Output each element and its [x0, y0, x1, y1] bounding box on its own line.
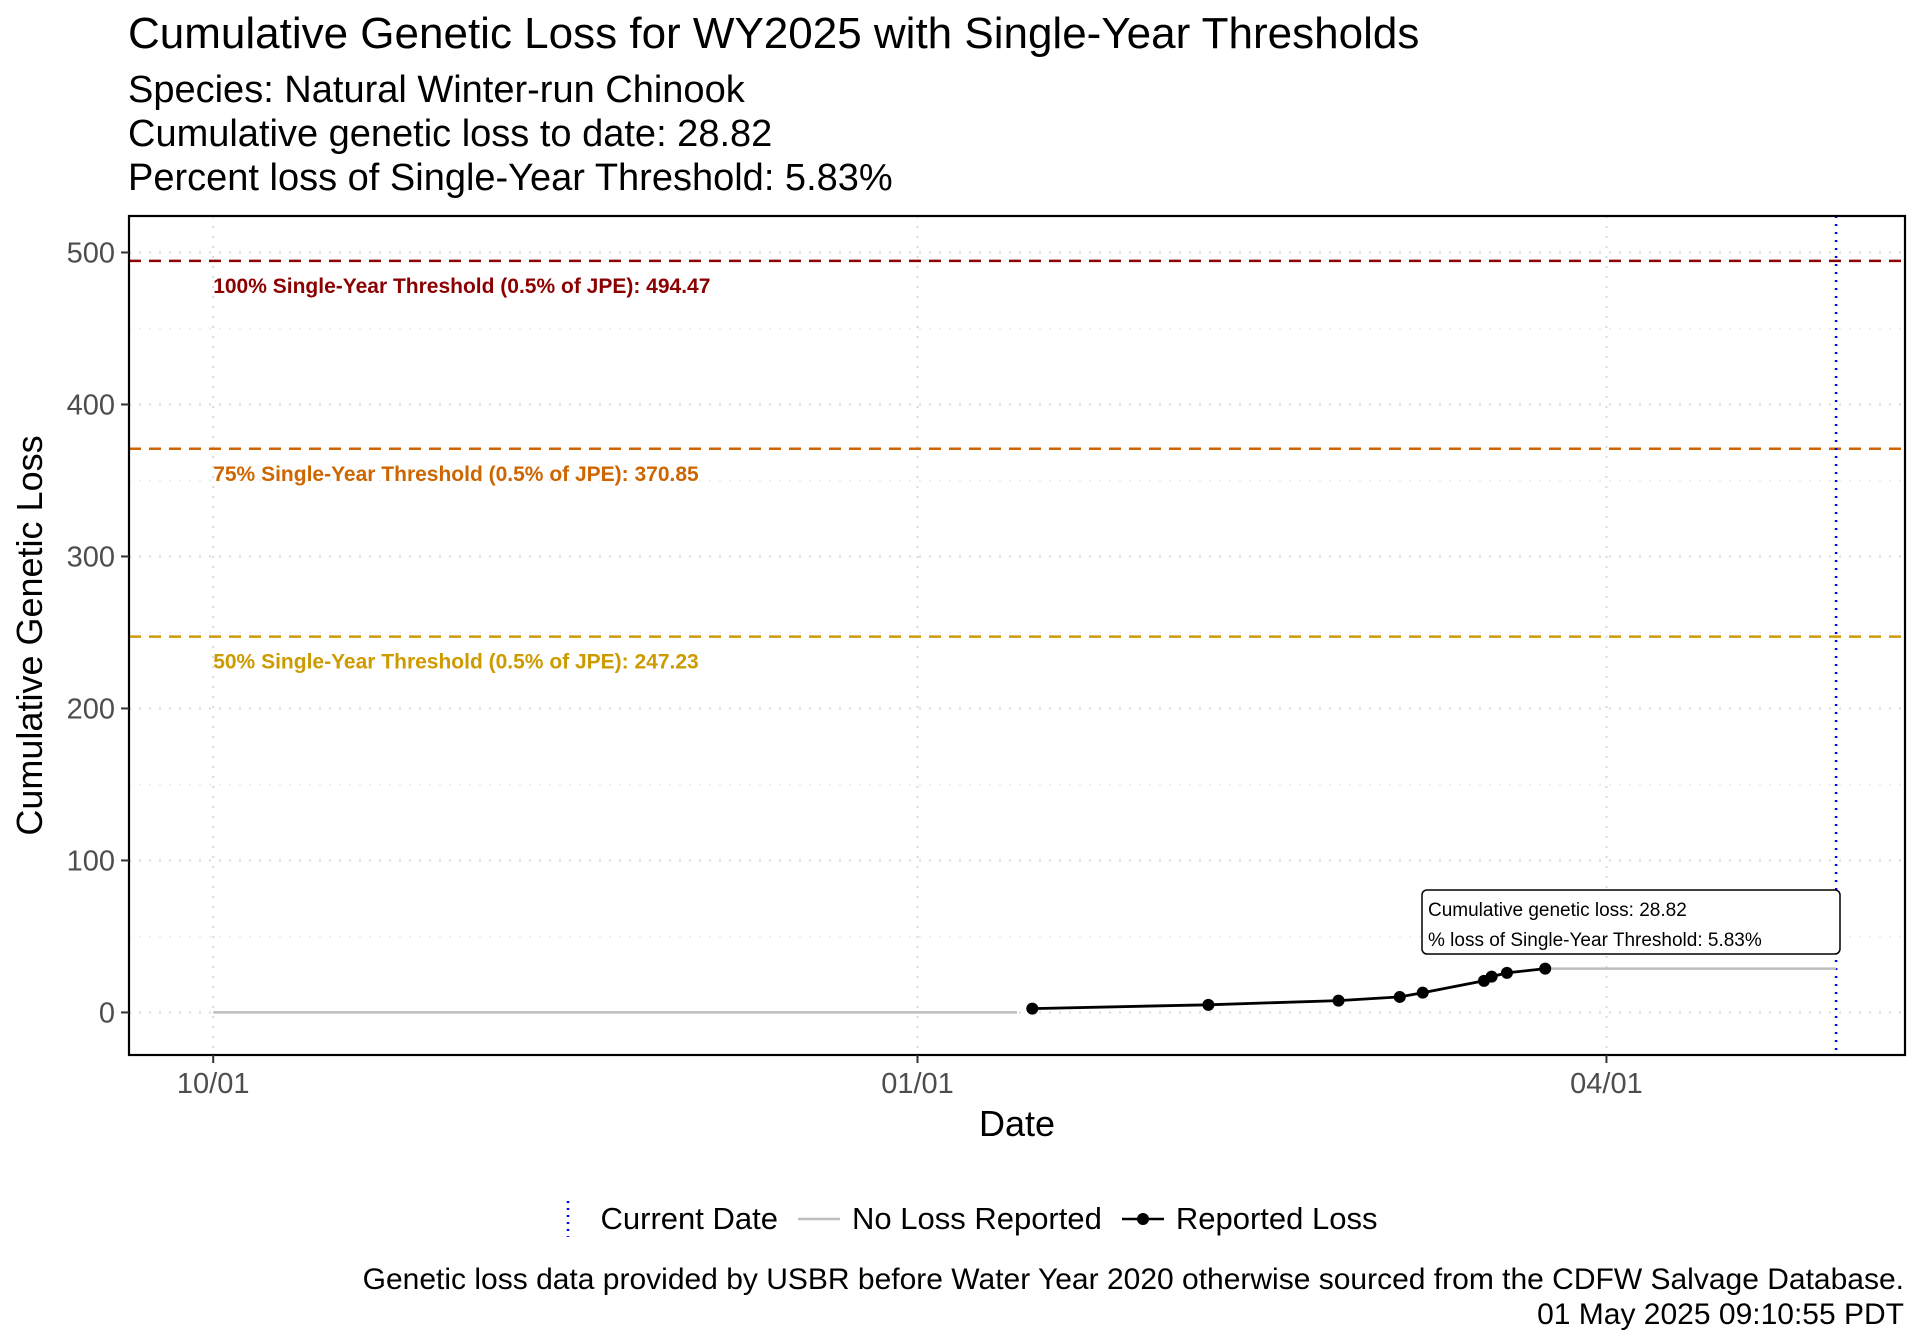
reported-loss-point [1416, 986, 1429, 999]
threshold-lines: 100% Single-Year Threshold (0.5% of JPE)… [129, 216, 1905, 1055]
reported-loss-point [1539, 962, 1552, 975]
subtitle-species: Species: Natural Winter-run Chinook [128, 69, 745, 111]
subtitle-cumulative-loss: Cumulative genetic loss to date: 28.82 [128, 113, 773, 155]
legend-item-current-date: Current Date [543, 1199, 778, 1239]
reported-loss-point [1485, 970, 1498, 983]
reported-loss-line [1032, 967, 1546, 1010]
caption-source: Genetic loss data provided by USBR befor… [362, 1263, 1904, 1296]
caption-timestamp: 01 May 2025 09:10:55 PDT [1537, 1298, 1904, 1331]
chart-title: Cumulative Genetic Loss for WY2025 with … [128, 9, 1420, 58]
chart-area: 100% Single-Year Threshold (0.5% of JPE)… [9, 214, 1907, 1144]
legend-item-no-loss: No Loss Reported [794, 1199, 1102, 1239]
x-tick-label: 01/01 [881, 1068, 954, 1100]
legend-key-reported-loss [1121, 1213, 1164, 1225]
legend-key-no-loss [797, 1217, 840, 1221]
y-tick-label: 0 [99, 997, 115, 1029]
reported-loss-point [1393, 990, 1406, 1003]
loss-annotation: Cumulative genetic loss: 28.82 % loss of … [1421, 889, 1841, 955]
annotation-line-2: % loss of Single-Year Threshold: 5.83% [1428, 930, 1762, 951]
y-axis-title: Cumulative Genetic Loss [9, 435, 50, 835]
annotation-box [1421, 889, 1841, 955]
legend-item-reported-loss: Reported Loss [1118, 1199, 1378, 1239]
series-lines [213, 967, 1837, 1014]
annotation-line-1: Cumulative genetic loss: 28.82 [1428, 900, 1687, 921]
legend: Current Date No Loss Reported Reported L… [0, 1194, 1920, 1244]
y-tick-label: 500 [67, 237, 115, 269]
subtitle-percent-loss: Percent loss of Single-Year Threshold: 5… [128, 157, 893, 199]
panel-border [127, 214, 1907, 1057]
y-tick-label: 100 [67, 845, 115, 877]
x-axis-title: Date [979, 1103, 1055, 1144]
threshold-label: 75% Single-Year Threshold (0.5% of JPE):… [213, 463, 699, 486]
legend-label-reported-loss: Reported Loss [1175, 1201, 1378, 1236]
y-tick-label: 400 [67, 389, 115, 421]
y-tick-label: 300 [67, 541, 115, 573]
threshold-label: 100% Single-Year Threshold (0.5% of JPE)… [213, 275, 710, 298]
legend-label-no-loss: No Loss Reported [851, 1201, 1102, 1236]
x-tick-label: 10/01 [177, 1068, 250, 1100]
legend-label-current-date: Current Date [600, 1201, 778, 1236]
threshold-label: 50% Single-Year Threshold (0.5% of JPE):… [213, 651, 699, 674]
reported-loss-point [1026, 1002, 1039, 1015]
axes: 0 100 200 300 400 500 10/01 01/01 04/01 [67, 237, 1643, 1100]
legend-key-current-date [566, 1201, 569, 1237]
reported-loss-point [1332, 994, 1345, 1007]
grid-lines [129, 216, 1905, 1055]
data-points [1026, 962, 1552, 1015]
x-tick-label: 04/01 [1570, 1068, 1643, 1100]
reported-loss-point [1500, 966, 1513, 979]
reported-loss-point [1202, 998, 1215, 1011]
y-tick-label: 200 [67, 693, 115, 725]
